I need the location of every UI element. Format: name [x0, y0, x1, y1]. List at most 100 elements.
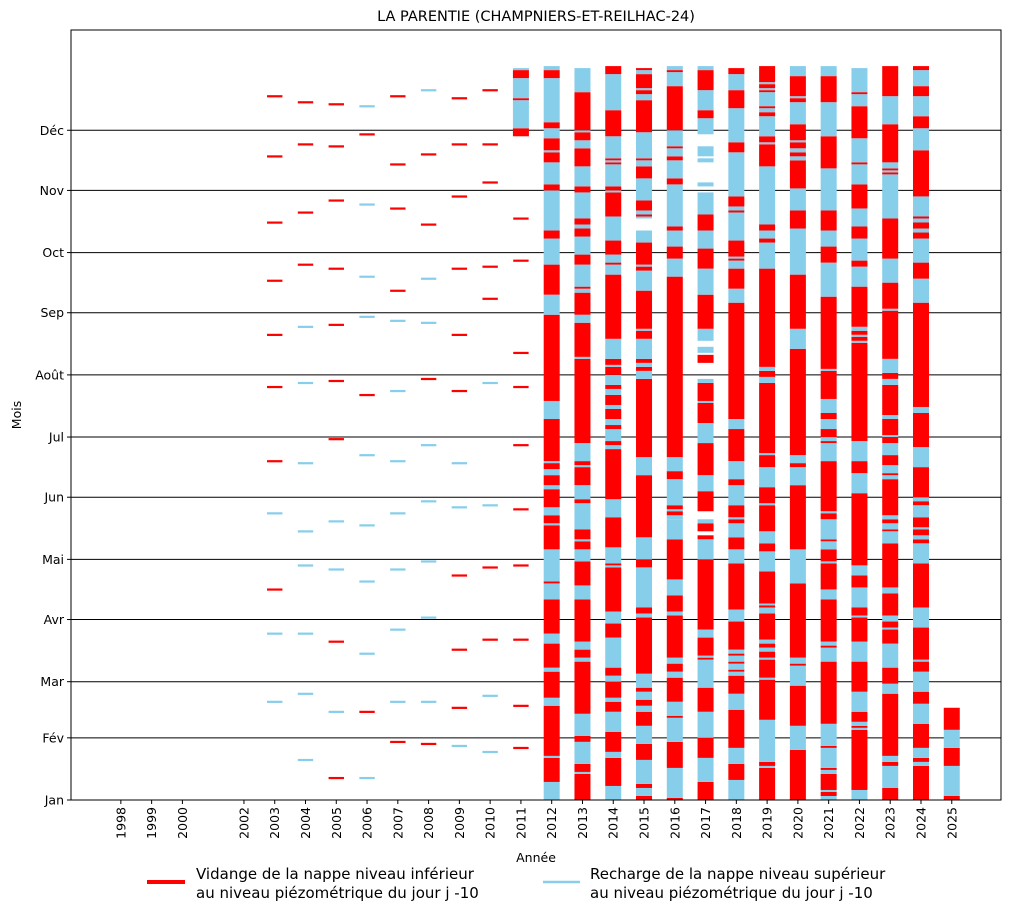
bar-segment-vidange: [605, 441, 622, 446]
bar-segment-vidange: [728, 68, 745, 75]
marker-vidange: [513, 259, 529, 262]
bar-segment-vidange: [605, 162, 622, 165]
marker-recharge: [451, 506, 468, 509]
bars: [512, 66, 960, 800]
marker-vidange: [390, 740, 406, 744]
bar-segment-vidange: [666, 595, 683, 612]
bar-segment-recharge: [851, 164, 868, 185]
bar-segment-vidange: [789, 98, 806, 103]
bar-segment-vidange: [543, 581, 560, 584]
bar-segment-vidange: [851, 336, 868, 341]
marker-vidange: [513, 508, 529, 511]
x-tick-label: 2011: [513, 807, 528, 839]
bar-segment-vidange: [882, 124, 899, 163]
bar-segment-recharge: [697, 757, 714, 782]
bar-segment-vidange: [574, 286, 591, 289]
bar-segment-vidange: [851, 226, 868, 239]
bar-segment-recharge: [759, 88, 776, 91]
bar-segment-recharge: [636, 178, 653, 201]
bar-segment-recharge: [666, 457, 683, 472]
bar-segment-recharge: [666, 184, 683, 227]
bar-segment-vidange: [728, 302, 745, 420]
bar-segment-vidange: [759, 106, 776, 109]
bar-segment-recharge: [636, 567, 653, 608]
bar-segment-recharge: [912, 96, 929, 117]
bar-segment-vidange: [882, 218, 899, 259]
bar-segment-recharge: [666, 479, 683, 506]
legend-recharge-label-line2: au niveau piézométrique du jour j -10: [590, 884, 873, 902]
x-tick-label: 2000: [175, 807, 190, 839]
bar-segment-recharge: [728, 523, 745, 538]
marker-vidange: [451, 267, 468, 270]
bar-segment-vidange: [636, 743, 653, 760]
marker-vidange: [513, 704, 529, 707]
bar-segment-recharge: [851, 68, 868, 93]
x-tick-label: 2023: [883, 807, 898, 839]
bar-segment-vidange: [820, 563, 837, 590]
bar-segment-vidange: [605, 567, 622, 612]
bar-segment-recharge: [882, 475, 899, 480]
bar-segment-vidange: [697, 559, 714, 630]
marker-vidange: [451, 333, 468, 336]
bar-segment-recharge: [574, 140, 591, 149]
bar-segment-vidange: [882, 479, 899, 516]
bar-segment-recharge: [912, 703, 929, 724]
bar-segment-recharge: [882, 531, 899, 544]
bar-segment-vidange: [820, 136, 837, 169]
bar-segment-recharge: [851, 266, 868, 287]
bar-segment-recharge: [697, 192, 714, 215]
bar-segment-vidange: [728, 268, 745, 289]
bar-segment-recharge: [882, 308, 899, 311]
bar-segment-vidange: [666, 677, 683, 702]
bar-segment-vidange: [820, 773, 837, 790]
bar-segment-recharge: [605, 675, 622, 682]
bar-segment-recharge: [912, 671, 929, 692]
bar-segment-recharge: [882, 378, 899, 385]
bar-segment-vidange: [666, 615, 683, 658]
marker-recharge: [297, 325, 314, 328]
bar-segment-vidange: [759, 659, 776, 678]
bar-segment-vidange: [636, 607, 653, 614]
marker-recharge: [297, 632, 314, 635]
marker-recharge: [328, 568, 344, 571]
x-tick-label: 2008: [421, 807, 436, 839]
bar-segment-recharge: [759, 503, 776, 506]
bar-segment-recharge: [820, 66, 837, 77]
bar-segment-vidange: [574, 322, 591, 357]
bar-segment-recharge: [666, 258, 683, 277]
bar-segment-recharge: [543, 128, 560, 139]
bar-segment-vidange: [636, 475, 653, 538]
marker-vidange: [482, 638, 498, 641]
bar-segment-vidange: [574, 228, 591, 237]
bar-segment-vidange: [820, 549, 837, 562]
bar-segment-recharge: [512, 100, 529, 129]
bar-segment-recharge: [759, 453, 776, 456]
bar-segment-vidange: [882, 455, 899, 466]
x-tick-label: 2019: [760, 807, 775, 839]
marker-recharge: [359, 454, 375, 457]
bar-segment-vidange: [697, 657, 714, 660]
bar-segment-vidange: [728, 653, 745, 656]
bar-segment-vidange: [543, 475, 560, 486]
bar-segment-recharge: [728, 655, 745, 662]
bar-segment-recharge: [882, 415, 899, 420]
marker-recharge: [359, 524, 375, 527]
marker-vidange: [328, 323, 344, 326]
bar-segment-recharge: [636, 328, 653, 331]
bar-segment-vidange: [912, 150, 929, 197]
bar-segment-recharge: [605, 74, 622, 111]
bar-segment-vidange: [882, 519, 899, 524]
bar-segment-vidange: [666, 539, 683, 580]
marker-recharge: [390, 319, 406, 322]
bar-segment-recharge: [636, 362, 653, 367]
bar-segment-vidange: [728, 669, 745, 672]
bar-segment-vidange: [882, 529, 899, 532]
bar-segment-vidange: [697, 737, 714, 758]
bar-segment-vidange: [851, 725, 868, 728]
x-tick-label: 2025: [944, 807, 959, 839]
y-axis-label: Mois: [9, 401, 24, 429]
bar-segment-recharge: [605, 374, 622, 385]
bar-segment-recharge: [697, 475, 714, 492]
bar-segment-vidange: [605, 192, 622, 217]
bar-segment-recharge: [605, 611, 622, 624]
